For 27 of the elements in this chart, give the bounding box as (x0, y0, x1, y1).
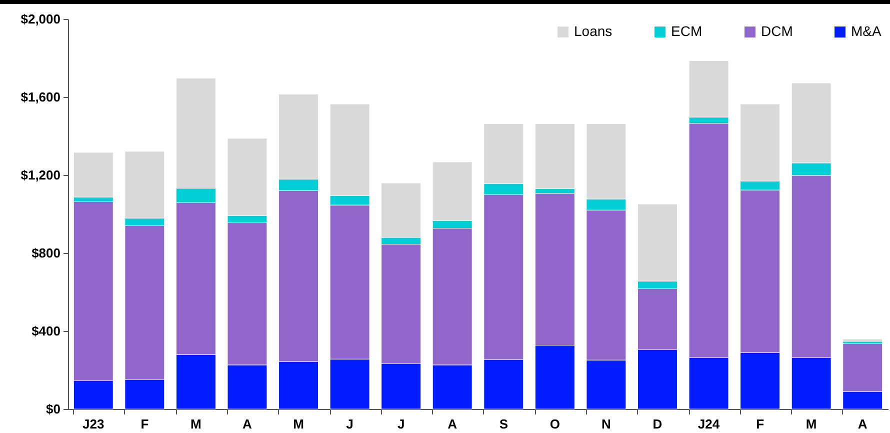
legend-label: Loans (574, 23, 612, 39)
x-tick-label: J (346, 416, 354, 432)
x-tick-label: N (602, 416, 611, 432)
y-tick-label: $0 (46, 402, 60, 416)
legend-label: M&A (851, 23, 882, 39)
y-tick-label: $1,200 (20, 168, 60, 182)
x-tick-label: D (652, 416, 662, 432)
x-tick-label: F (756, 416, 764, 432)
y-tick-label: $1,600 (20, 90, 60, 104)
bar (842, 338, 883, 342)
x-tick-label: O (550, 416, 560, 432)
x-tick-label: M (806, 416, 817, 432)
x-tick-label: M (293, 416, 304, 432)
x-tick-label: J23 (82, 416, 104, 432)
x-tick-label: A (858, 416, 868, 432)
x-tick-label: A (242, 416, 253, 432)
legend-label: ECM (671, 23, 702, 39)
x-tick-label: A (448, 416, 458, 432)
x-tick-label: J (397, 416, 405, 432)
x-tick-label: F (140, 416, 149, 432)
legend-label: DCM (761, 23, 793, 39)
x-tick-label: M (190, 416, 202, 432)
x-tick-label: S (499, 416, 508, 432)
y-tick-label: $400 (32, 324, 60, 338)
y-tick-label: $800 (32, 246, 60, 260)
x-tick-label: J24 (698, 416, 720, 432)
y-tick-label: $2,000 (20, 12, 60, 26)
